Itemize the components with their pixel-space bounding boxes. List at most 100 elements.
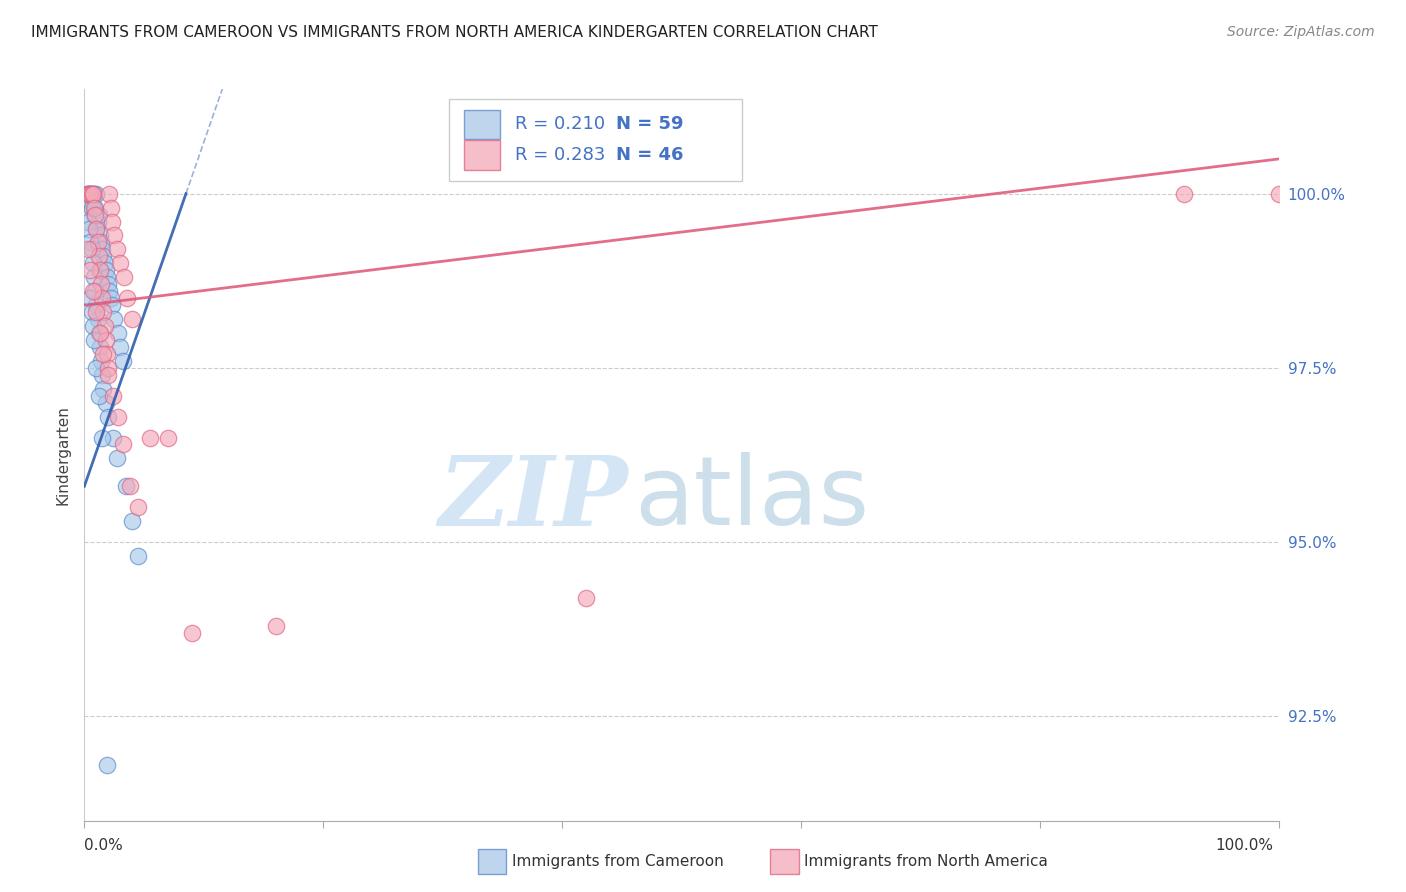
Point (87, 208, 110, 222)
Point (79, 186, 101, 201)
Point (91, 243, 114, 257)
Point (118, 479, 141, 493)
Text: R = 0.283: R = 0.283 (515, 146, 605, 164)
Point (96, 758, 118, 772)
Point (82, 256, 104, 270)
Point (84, 201, 107, 215)
Point (86, 186, 108, 201)
Point (101, 214, 124, 228)
Point (93, 256, 115, 270)
Point (97, 277, 120, 292)
Point (93, 319, 115, 334)
Point (79, 186, 101, 201)
Point (80, 201, 103, 215)
Point (86, 298, 108, 312)
Text: Immigrants from North America: Immigrants from North America (804, 855, 1047, 869)
Point (82, 319, 104, 334)
Point (79, 194, 101, 208)
Point (83, 208, 105, 222)
Point (100, 291, 122, 305)
Point (100, 201, 122, 215)
Point (80, 305, 103, 319)
Point (82, 284, 104, 298)
Point (101, 430, 124, 444)
Point (181, 625, 204, 640)
Point (84, 208, 107, 222)
Point (105, 451, 128, 466)
Point (127, 549, 149, 563)
Point (86, 214, 108, 228)
Point (98, 284, 121, 298)
Point (96, 270, 118, 285)
Point (107, 409, 129, 424)
Point (112, 270, 135, 285)
Point (97, 360, 120, 375)
Point (96, 347, 118, 361)
Point (77, 186, 100, 201)
Point (93, 347, 115, 361)
Point (86, 360, 108, 375)
Text: R = 0.210: R = 0.210 (515, 115, 605, 133)
Point (87, 389, 110, 403)
Point (1173, 186, 1195, 201)
Point (77, 186, 100, 201)
Point (86, 305, 108, 319)
Point (79, 291, 101, 305)
Point (94, 395, 117, 409)
Text: N = 46: N = 46 (616, 146, 683, 164)
Point (98, 186, 121, 201)
Point (103, 228, 125, 243)
Point (77, 186, 100, 201)
Point (89, 326, 111, 340)
Point (86, 235, 108, 250)
Text: IMMIGRANTS FROM CAMEROON VS IMMIGRANTS FROM NORTH AMERICA KINDERGARTEN CORRELATI: IMMIGRANTS FROM CAMEROON VS IMMIGRANTS F… (31, 25, 877, 40)
Point (103, 312, 125, 326)
Point (94, 263, 117, 277)
Point (83, 333, 105, 347)
Point (107, 326, 129, 340)
Point (121, 312, 143, 326)
Point (84, 284, 107, 298)
Text: Source: ZipAtlas.com: Source: ZipAtlas.com (1227, 25, 1375, 39)
Point (79, 235, 101, 250)
Bar (464, 110, 501, 139)
Text: ZIP: ZIP (439, 452, 628, 546)
Point (575, 591, 598, 605)
Point (83, 201, 105, 215)
Point (111, 437, 134, 451)
Point (77, 214, 100, 228)
Point (86, 221, 108, 235)
Point (101, 298, 124, 312)
Point (97, 409, 120, 424)
Text: 0.0%: 0.0% (84, 838, 124, 853)
Y-axis label: Kindergarten: Kindergarten (55, 405, 70, 505)
Point (91, 368, 114, 382)
Point (97, 368, 120, 382)
Point (157, 430, 180, 444)
Point (121, 514, 143, 528)
Point (90, 235, 112, 250)
Point (80, 186, 103, 201)
Point (77, 243, 100, 257)
Point (115, 479, 138, 493)
Text: 100.0%: 100.0% (1215, 838, 1274, 853)
Point (94, 333, 117, 347)
Point (91, 291, 114, 305)
Point (90, 277, 112, 292)
Point (91, 430, 114, 444)
Point (101, 389, 124, 403)
Point (89, 228, 111, 243)
Point (111, 354, 134, 368)
Point (76, 186, 98, 201)
Point (82, 186, 104, 201)
Bar (449, 99, 742, 180)
Bar (464, 140, 501, 169)
Point (105, 243, 128, 257)
Point (117, 291, 139, 305)
Point (127, 500, 149, 515)
Point (86, 221, 108, 235)
Point (110, 340, 132, 354)
Point (77, 186, 100, 201)
Text: atlas: atlas (634, 452, 869, 545)
Point (89, 340, 111, 354)
